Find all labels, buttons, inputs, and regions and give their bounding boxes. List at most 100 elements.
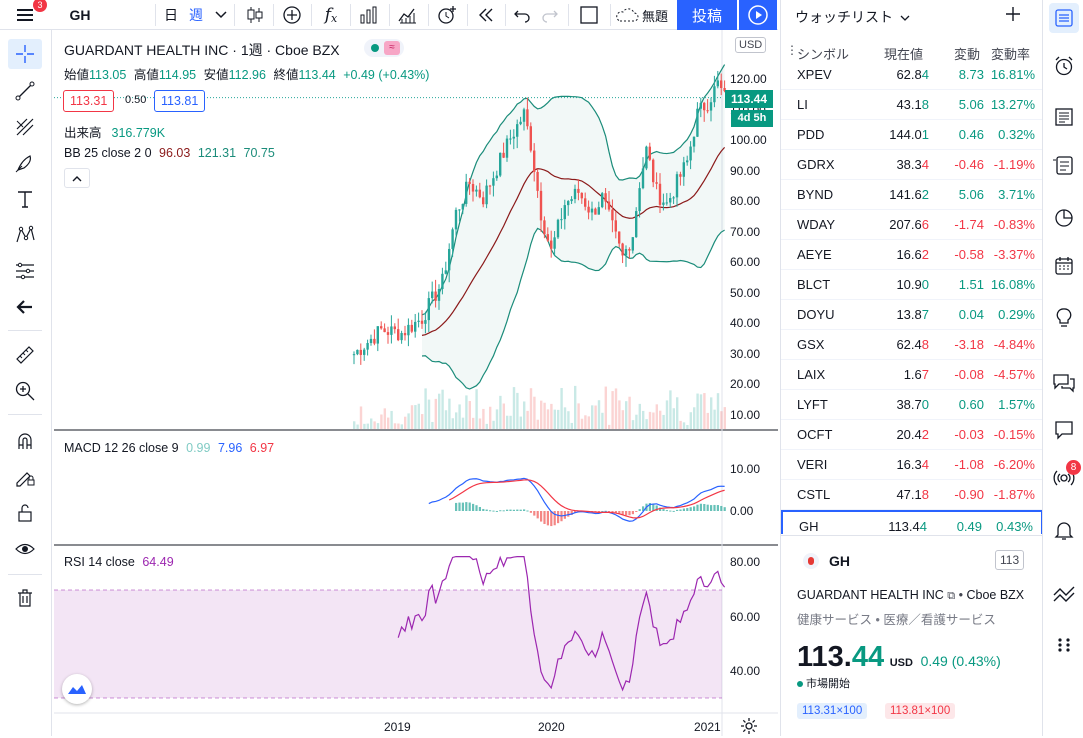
replay-button[interactable] — [470, 0, 502, 30]
fullscreen-button[interactable] — [572, 0, 606, 30]
watchlist-row[interactable]: GH 113.44 0.49 0.43% — [781, 510, 1043, 534]
measure-tool[interactable] — [8, 340, 42, 370]
visibility-tool[interactable] — [8, 534, 42, 564]
back-tool[interactable] — [8, 292, 42, 322]
chart-canvas[interactable] — [54, 30, 778, 736]
watchlist-row[interactable]: AEYE 16.62 -0.58 -3.37% — [781, 240, 1043, 270]
external-link-icon[interactable]: ⧉ — [947, 590, 956, 602]
magnet-tool[interactable] — [8, 426, 42, 456]
watchlist-row[interactable]: WDAY 207.66 -1.74 -0.83% — [781, 210, 1043, 240]
alerts-tab[interactable] — [1049, 51, 1079, 81]
interval-day-button[interactable]: 日 — [164, 7, 178, 23]
remove-drawings-tool[interactable] — [8, 583, 42, 613]
buy-button[interactable]: 113.81 — [154, 90, 206, 112]
watchlist-row[interactable]: PDD 144.01 0.46 0.32% — [781, 120, 1043, 150]
templates-button[interactable] — [393, 0, 423, 30]
currency-label[interactable]: USD — [735, 37, 767, 53]
watchlist-row[interactable]: VERI 16.34 -1.08 -6.20% — [781, 450, 1043, 480]
lock-tool[interactable] — [8, 498, 42, 528]
volume-bar — [635, 414, 638, 429]
watchlist-row[interactable]: GDRX 38.34 -0.46 -1.19% — [781, 150, 1043, 180]
play-circle-icon — [748, 5, 768, 25]
col-price[interactable]: 現在値 — [884, 47, 924, 62]
watchlist-row[interactable]: BYND 141.62 5.06 3.71% — [781, 180, 1043, 210]
main-menu-button[interactable]: 3 — [0, 0, 50, 30]
streams-tab[interactable] — [1049, 415, 1079, 445]
watchlist-row[interactable]: DOYU 13.87 0.04 0.29% — [781, 300, 1043, 330]
row-symbol: WDAY — [797, 217, 836, 232]
news-tab[interactable] — [1049, 102, 1079, 132]
collapse-panel-button[interactable] — [1049, 580, 1079, 610]
col-pct[interactable]: 変動率 — [991, 47, 1031, 62]
bb-legend: BB 25 close 2 0 96.03 121.31 70.75 — [64, 146, 275, 160]
trend-line-tool[interactable] — [8, 76, 42, 106]
bid-quote[interactable]: 113.31×100 — [797, 703, 868, 719]
fib-tool[interactable] — [8, 112, 42, 142]
watchlist-title[interactable]: ウォッチリスト — [795, 7, 910, 27]
layout-name: 無題 — [642, 8, 669, 24]
compare-button[interactable] — [276, 0, 308, 30]
watchlist-row[interactable]: LAIX 1.67 -0.08 -4.57% — [781, 360, 1043, 390]
chart-type-button[interactable] — [238, 0, 272, 30]
watchlist-row[interactable]: XPEV 62.84 8.73 16.81% — [781, 66, 1043, 90]
add-symbol-button[interactable] — [1003, 4, 1025, 26]
text-tool[interactable] — [8, 184, 42, 214]
macd-histogram-bar — [642, 506, 645, 511]
play-button[interactable] — [739, 0, 777, 30]
volume-bar — [611, 391, 614, 429]
lock-drawings-tool[interactable] — [8, 462, 42, 492]
collapse-legend-button[interactable] — [64, 168, 90, 188]
macd-histogram-bar — [455, 502, 458, 511]
undo-button[interactable] — [508, 0, 536, 30]
signals-tab[interactable]: 8 — [1049, 460, 1081, 493]
watchlist-tab[interactable] — [1049, 3, 1079, 33]
symbol-search-button[interactable]: GH — [69, 7, 91, 23]
col-change[interactable]: 変動 — [954, 47, 981, 62]
more-button[interactable] — [1049, 630, 1079, 660]
details-badge[interactable]: 113 — [995, 550, 1025, 570]
macd-histogram-bar — [696, 504, 699, 511]
financials-button[interactable] — [354, 0, 384, 30]
prediction-tool[interactable] — [8, 256, 42, 286]
notifications-tab[interactable] — [1049, 515, 1079, 545]
pattern-tool[interactable] — [8, 220, 42, 250]
ideas-tab[interactable] — [1049, 150, 1079, 180]
volume-bar — [387, 417, 390, 429]
watchlist-row[interactable]: OCFT 20.42 -0.03 -0.15% — [781, 420, 1043, 450]
interval-week-button[interactable]: 週 — [189, 7, 203, 23]
series-status-pill[interactable]: ≈ — [364, 39, 404, 57]
watchlist-row[interactable]: LI 43.18 5.06 13.27% — [781, 90, 1043, 120]
macd-histogram-bar — [720, 505, 723, 511]
chart-area[interactable]: GUARDANT HEALTH INC · 1週 · Cboe BZX ≈ US… — [54, 30, 778, 736]
watchlist-row[interactable]: GSX 62.48 -3.18 -4.84% — [781, 330, 1043, 360]
zoom-tool[interactable] — [8, 376, 42, 406]
col-symbol[interactable]: シンボル — [797, 47, 850, 62]
industry-link[interactable]: 医療／看護サービス — [883, 613, 996, 627]
candle-body — [363, 349, 366, 355]
interval-dropdown[interactable] — [210, 0, 232, 30]
brush-tool[interactable] — [8, 148, 42, 178]
watchlist-row[interactable]: BLCT 10.90 1.51 16.08% — [781, 270, 1043, 300]
volume-bar — [720, 411, 723, 429]
crosshair-tool[interactable] — [8, 39, 42, 69]
watchlist-row[interactable]: LYFT 38.70 0.60 1.57% — [781, 390, 1043, 420]
watchlist-row[interactable]: CSTL 47.18 -0.90 -1.87% — [781, 480, 1043, 510]
redo-button[interactable] — [536, 0, 564, 30]
data-window-tab[interactable] — [1049, 202, 1079, 232]
company-name[interactable]: GUARDANT HEALTH INC — [797, 588, 944, 602]
chart-settings-button[interactable] — [740, 717, 760, 737]
tradingview-logo[interactable] — [62, 674, 92, 704]
chats-tab[interactable] — [1049, 367, 1079, 397]
alert-button[interactable] — [432, 0, 462, 30]
sell-button[interactable]: 113.31 — [63, 90, 115, 112]
ask-quote[interactable]: 113.81×100 — [885, 703, 956, 719]
candle-body — [556, 219, 560, 238]
row-price: 47.18 — [896, 487, 929, 502]
publish-button[interactable]: 投稿 — [677, 0, 737, 30]
sector-link[interactable]: 健康サービス — [797, 613, 873, 627]
row-price: 20.42 — [896, 427, 929, 442]
calendar-tab[interactable] — [1049, 251, 1079, 281]
hotlists-tab[interactable] — [1049, 302, 1079, 332]
layout-save-button[interactable]: 無題 — [614, 0, 676, 30]
